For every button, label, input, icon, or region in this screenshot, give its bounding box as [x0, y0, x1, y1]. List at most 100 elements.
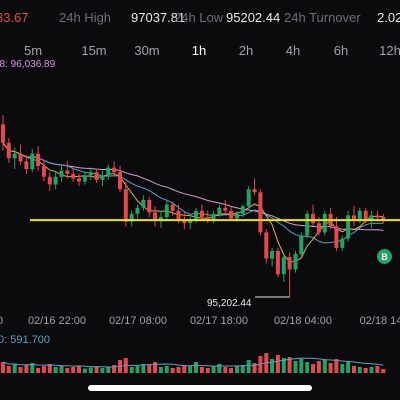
candle-body [106, 167, 111, 176]
candle-body [176, 210, 181, 221]
volume-bar [287, 357, 292, 373]
tab-1h[interactable]: 1h [191, 43, 207, 58]
volume-bar [281, 358, 286, 373]
volume-bar [240, 365, 245, 373]
low-price-marker: 95,202.44 [207, 298, 252, 309]
candle-body [141, 200, 146, 208]
candle-body [1, 124, 5, 143]
candle-body [346, 215, 351, 239]
volume-bar [36, 368, 41, 373]
volume-bar [246, 360, 251, 373]
tab-4h[interactable]: 4h [285, 43, 301, 58]
candle-body [65, 170, 70, 174]
candle-body [229, 210, 234, 219]
candle-body [30, 153, 35, 170]
candle-body [264, 232, 269, 259]
volume-bar [305, 362, 310, 373]
volume-bar [6, 366, 11, 373]
volume-bar [158, 367, 163, 373]
buy-marker-badge[interactable]: B [377, 249, 392, 264]
tab-15m[interactable]: 15m [81, 43, 107, 58]
candle-body [164, 204, 169, 217]
candle-body [363, 210, 368, 221]
candle-body [217, 207, 222, 214]
tab-5m[interactable]: 5m [23, 43, 43, 58]
volume-bar [205, 368, 210, 373]
candle-body [182, 220, 187, 224]
volume-bar [316, 361, 321, 373]
ma-readout: 28: 96,036.89 [0, 59, 56, 70]
candle-body [352, 215, 356, 220]
candle-body [287, 257, 292, 270]
tab-6h[interactable]: 6h [333, 43, 349, 58]
low-value: 95202.44 [226, 10, 281, 25]
candle-body [18, 153, 23, 162]
candle-body [123, 189, 128, 222]
candle-body [100, 175, 105, 180]
candle-body [305, 213, 310, 236]
candle-body [316, 223, 321, 233]
timeframe-tabs: 5m 15m 30m 1h 2h 4h 6h 12h [0, 36, 400, 66]
volume-bar [293, 361, 298, 373]
candle-body [270, 251, 275, 259]
volume-bar [352, 366, 356, 373]
volume-bar [322, 360, 327, 373]
volume-bar [106, 367, 111, 373]
volume-bar [24, 365, 29, 373]
tab-2h[interactable]: 2h [238, 43, 254, 58]
candle-body [322, 213, 327, 233]
volume-bar [135, 366, 140, 373]
x-axis-label: 02/17 18:00 [189, 315, 249, 327]
candle-body [311, 213, 315, 224]
volume-bar [375, 366, 380, 373]
candle-body [240, 206, 245, 214]
volume-readout: 0: 591.700 [0, 334, 50, 346]
volume-bar [217, 364, 222, 373]
candle-body [112, 167, 117, 173]
volume-bar [357, 367, 362, 373]
candle-body [36, 153, 41, 167]
tab-30m[interactable]: 30m [134, 43, 160, 58]
volume-bar [129, 367, 134, 373]
volume-bar [229, 368, 234, 373]
volume-bar [199, 367, 204, 373]
candle-body [53, 176, 58, 185]
candle-body [275, 251, 280, 275]
x-axis-label: 02/16 22:00 [27, 315, 87, 327]
tab-12h[interactable]: 12h [379, 43, 400, 58]
candle-body [375, 215, 380, 217]
candle-body [47, 176, 52, 185]
candle-body [82, 175, 87, 182]
volume-bar [82, 368, 87, 373]
candle-body [252, 189, 257, 193]
volume-bar [270, 359, 275, 373]
candle-body [12, 153, 17, 159]
volume-bar [77, 366, 81, 373]
volume-bar [100, 368, 105, 373]
turnover-label: 24h Turnover [284, 10, 361, 25]
volume-bar [141, 364, 146, 373]
candle-body [41, 166, 46, 177]
candle-body [199, 210, 204, 217]
volume-bar [340, 364, 345, 373]
volume-bar [252, 363, 257, 373]
candle-body [6, 142, 11, 159]
candle-body [118, 172, 122, 190]
candle-body [293, 254, 298, 270]
x-axis-label: 02/18 04:00 [273, 315, 333, 327]
candle-body [94, 172, 99, 180]
candle-body [205, 217, 210, 221]
candle-body [357, 210, 362, 221]
home-indicator[interactable] [88, 385, 312, 391]
x-axis-labels: 0 02/16 22:00 02/17 08:00 02/17 18:00 02… [0, 315, 400, 329]
turnover-value: 2.02 [377, 10, 400, 25]
candle-body [258, 192, 263, 233]
volume-bar [112, 365, 117, 373]
x-axis-label: 02/18 14 [359, 315, 400, 327]
candle-body [147, 200, 152, 213]
candle-body [170, 204, 175, 211]
volume-bar [363, 368, 368, 373]
candle-body [77, 178, 81, 182]
candle-body [24, 161, 29, 170]
